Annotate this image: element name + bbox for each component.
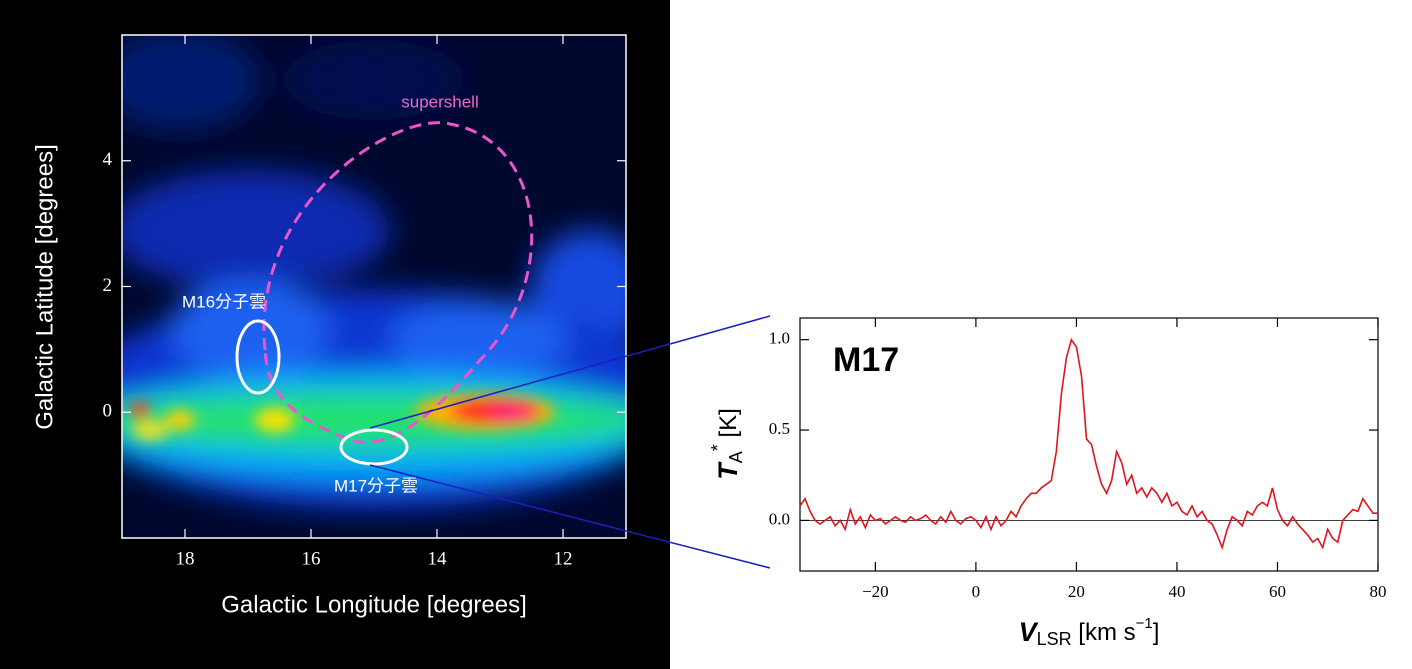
- x-tick-label: 18: [176, 548, 195, 569]
- x-axis-label: VLSR [km s−1]: [1019, 615, 1160, 649]
- y-axis-label: Galactic Latitude [degrees]: [31, 144, 58, 430]
- label-sup: −1: [1136, 615, 1153, 632]
- annotation: supershell: [401, 92, 479, 111]
- y-tick-label: 4: [103, 149, 113, 170]
- connector: [369, 315, 771, 429]
- annotation: M16分子雲: [182, 292, 266, 311]
- label-sup: *: [708, 444, 728, 451]
- m16-outline: [235, 319, 281, 395]
- y-tick-label: 0.5: [769, 419, 790, 438]
- connector: [369, 464, 771, 569]
- spectrum-frame: [799, 317, 1379, 572]
- spectrum-line: [799, 337, 1378, 551]
- x-axis-label: Galactic Longitude [degrees]: [221, 591, 527, 618]
- y-axis-label: TA* [K]: [708, 408, 746, 480]
- m17-outline: [339, 428, 409, 466]
- x-tick-label: 80: [1370, 582, 1387, 601]
- x-tick-label: −20: [862, 582, 889, 601]
- label-sub: LSR: [1037, 629, 1072, 649]
- x-tick-label: 0: [972, 582, 981, 601]
- label-symbol: T: [713, 461, 743, 480]
- y-tick-label: 0: [103, 401, 113, 422]
- y-tick-label: 0.0: [769, 509, 790, 528]
- label-close: ]: [1153, 619, 1160, 646]
- x-tick-label: 40: [1168, 582, 1185, 601]
- label-sub: A: [726, 451, 746, 463]
- chart-title: M17: [833, 341, 899, 379]
- label-unit: [km s: [1072, 619, 1136, 646]
- supershell-outline: [262, 121, 534, 444]
- label-unit: [K]: [715, 408, 742, 444]
- x-tick-label: 16: [302, 548, 321, 569]
- x-tick-label: 60: [1269, 582, 1286, 601]
- x-tick-label: 20: [1068, 582, 1085, 601]
- label-symbol: V: [1019, 617, 1039, 647]
- y-tick-label: 2: [103, 275, 113, 296]
- y-tick-label: 1.0: [769, 329, 790, 348]
- intensity-map: [122, 35, 626, 538]
- x-tick-label: 12: [554, 548, 573, 569]
- annotation: M17分子雲: [334, 476, 418, 495]
- x-tick-label: 14: [428, 548, 448, 569]
